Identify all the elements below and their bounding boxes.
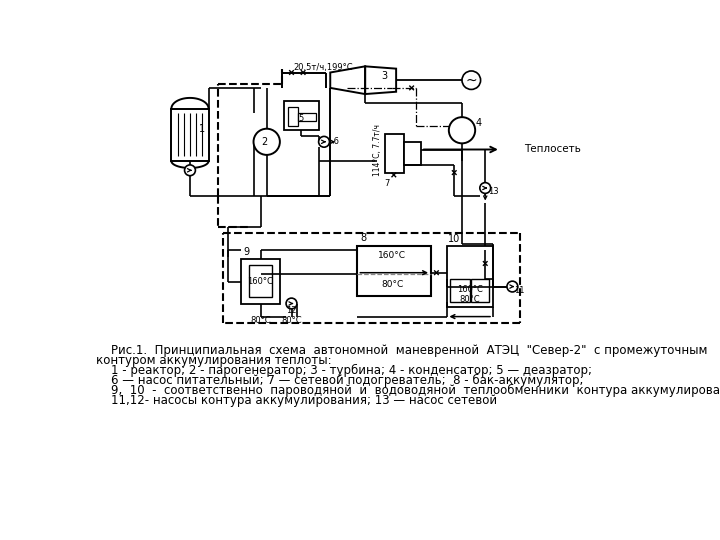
Text: Рис.1.  Принципиальная  схема  автономной  маневренной  АТЭЦ  "Север-2"  с проме: Рис.1. Принципиальная схема автономной м…: [96, 343, 708, 356]
Circle shape: [462, 71, 481, 90]
Circle shape: [253, 129, 280, 155]
Circle shape: [449, 117, 475, 143]
Text: 80°С: 80°С: [250, 316, 271, 325]
Text: 12: 12: [287, 306, 297, 315]
Circle shape: [480, 183, 490, 193]
Text: 8: 8: [361, 233, 366, 244]
Bar: [471, 279, 489, 302]
Bar: [171, 109, 209, 161]
Text: 4: 4: [476, 118, 482, 127]
Circle shape: [507, 281, 518, 292]
Bar: [287, 107, 299, 126]
Text: 9: 9: [243, 247, 250, 257]
Text: 80°С: 80°С: [459, 295, 480, 304]
Text: 13: 13: [487, 187, 498, 197]
Text: ~: ~: [466, 73, 477, 87]
Bar: [299, 112, 315, 121]
Bar: [451, 279, 469, 302]
Text: 9,  10  -  соответственно  пароводяной  и  водоводяной  теплообменники  контура : 9, 10 - соответственно пароводяной и вод…: [96, 383, 720, 397]
Text: 160°С: 160°С: [248, 278, 274, 286]
Text: 6 — насос питательный; 7 — сетевой подогреватель;  8 - бак-аккумулятор;: 6 — насос питательный; 7 — сетевой подог…: [96, 374, 584, 387]
Text: 10: 10: [448, 234, 460, 244]
Bar: [384, 134, 404, 173]
Circle shape: [319, 137, 330, 147]
Text: контуром аккумулирования теплоты:: контуром аккумулирования теплоты:: [96, 354, 332, 367]
Text: 11: 11: [514, 286, 525, 295]
Text: 80°С: 80°С: [282, 316, 302, 325]
Text: Теплосеть: Теплосеть: [524, 145, 581, 154]
Text: 114°С, 7.7т/ч: 114°С, 7.7т/ч: [373, 124, 382, 176]
Text: .6: .6: [331, 137, 339, 146]
Bar: [404, 142, 421, 165]
Text: 7: 7: [384, 179, 390, 188]
Text: 1: 1: [199, 124, 205, 134]
Text: 80°С: 80°С: [381, 280, 403, 289]
Text: 1 - реактор; 2 - парогенератор; 3 - турбина; 4 - конденсатор; 5 — деазратор;: 1 - реактор; 2 - парогенератор; 3 - турб…: [96, 363, 593, 377]
Text: 5: 5: [298, 114, 303, 123]
Bar: [446, 246, 493, 307]
Circle shape: [286, 298, 297, 309]
Circle shape: [184, 165, 195, 176]
Text: 160°С: 160°С: [456, 285, 482, 294]
Bar: [284, 101, 319, 130]
Text: 11,12- насосы контура аккумулирования; 13 — насос сетевой: 11,12- насосы контура аккумулирования; 1…: [96, 394, 498, 407]
Bar: [357, 246, 431, 296]
Text: 3: 3: [382, 71, 387, 80]
Text: 20.5т/ч,199°С: 20.5т/ч,199°С: [293, 63, 353, 72]
Text: 160°С: 160°С: [378, 251, 406, 260]
Bar: [241, 259, 280, 303]
Bar: [249, 265, 272, 298]
Text: 2: 2: [261, 137, 268, 147]
